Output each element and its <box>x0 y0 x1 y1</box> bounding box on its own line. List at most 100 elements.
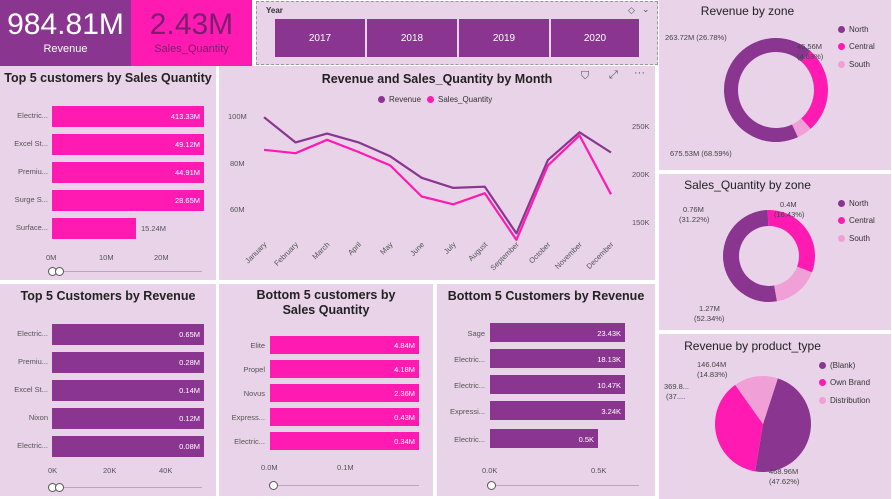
revenue-zone-title: Revenue by zone <box>700 4 795 18</box>
bar[interactable] <box>52 352 204 373</box>
bar[interactable] <box>52 218 136 239</box>
bar[interactable] <box>52 380 204 401</box>
legend-central: Central <box>838 42 875 51</box>
bar[interactable] <box>490 323 625 342</box>
bar-value: 4.84M <box>394 341 415 350</box>
qty-zone-donut <box>723 210 815 302</box>
label-south-pct: (16.43%) <box>774 210 805 219</box>
bar[interactable] <box>52 134 204 155</box>
label-own-brand-value: 369.8... <box>664 382 690 391</box>
legend-central: Central <box>838 216 875 225</box>
y-right-tick: 200K <box>632 170 650 179</box>
row-label: Surge S... <box>14 195 48 204</box>
slice-south[interactable] <box>774 266 812 302</box>
bar-value: 0.5K <box>578 435 594 444</box>
row-label: Excel St... <box>14 139 48 148</box>
row-label: Nixon <box>28 413 48 422</box>
slice-blank[interactable] <box>755 378 811 472</box>
product-type-title: Revenue by product_type <box>684 339 821 353</box>
legend-distribution: Distribution <box>819 396 870 405</box>
zoom-slider-track[interactable] <box>487 485 639 486</box>
legend-north: North <box>838 25 869 34</box>
series-line-sales_quantity[interactable] <box>263 134 612 241</box>
zoom-slider-handle[interactable] <box>269 481 278 490</box>
filter-icon[interactable]: ⛉ <box>581 70 590 82</box>
row-label: Elite <box>250 341 265 350</box>
x-tick-month: April <box>346 240 363 257</box>
bar[interactable] <box>490 375 625 394</box>
bar[interactable] <box>270 408 419 426</box>
bar[interactable] <box>490 349 625 368</box>
label-distribution-pct: (14.83%) <box>697 370 728 379</box>
row-label: Electric... <box>454 355 485 364</box>
bar-value: 2.36M <box>394 389 415 398</box>
line-chart: January February March April May June July Augu… <box>243 116 616 273</box>
bar[interactable] <box>270 432 419 450</box>
row-label: Electric... <box>234 437 265 446</box>
bar-value: 28.65M <box>174 196 200 205</box>
bar[interactable] <box>52 190 204 211</box>
zoom-slider-handle[interactable] <box>55 267 64 276</box>
slice-north[interactable] <box>724 38 811 143</box>
year-button-2017[interactable]: 2017 <box>275 19 365 57</box>
bar-value: 413.33M <box>170 112 200 121</box>
slice-central[interactable] <box>801 51 828 129</box>
bar[interactable] <box>490 429 598 448</box>
focus-mode-icon[interactable]: ⤢ <box>609 69 618 81</box>
year-slicer-title: Year <box>266 6 283 15</box>
bar[interactable] <box>270 360 419 378</box>
zoom-slider-track[interactable] <box>50 271 202 272</box>
year-button-2020[interactable]: 2020 <box>551 19 639 57</box>
x-tick-month: January <box>243 240 268 265</box>
zoom-slider-handle[interactable] <box>487 481 496 490</box>
bar-value: 0.65M <box>179 330 200 339</box>
row-label: Electric... <box>454 435 485 444</box>
label-north-pct: (52.34%) <box>694 314 725 323</box>
qty-zone-title: Sales_Quantity by zone <box>684 178 811 192</box>
slice-central[interactable] <box>767 210 815 273</box>
slice-own-brand[interactable] <box>715 384 763 472</box>
bar[interactable] <box>52 436 204 457</box>
bar-value: 10.47K <box>597 381 621 390</box>
year-button-2019[interactable]: 2019 <box>459 19 549 57</box>
bar-value: 0.28M <box>179 358 200 367</box>
bar[interactable] <box>52 162 204 183</box>
top5-revenue-title: Top 5 Customers by Revenue <box>20 289 196 303</box>
series-line-revenue[interactable] <box>263 116 612 235</box>
chevron-down-icon[interactable]: ⌄ <box>642 4 650 14</box>
sales-quantity-label: Sales_Quantity <box>154 43 229 55</box>
bar[interactable] <box>270 336 419 354</box>
slice-distribution[interactable] <box>735 376 778 424</box>
x-tick: 20K <box>103 466 117 475</box>
zoom-slider-track[interactable] <box>50 487 202 488</box>
x-tick-month: September <box>488 240 521 273</box>
bottom5-revenue-title: Bottom 5 Customers by Revenue <box>447 289 645 303</box>
sales-quantity-value: 2.43M <box>149 8 234 41</box>
slice-north[interactable] <box>723 210 777 302</box>
year-button-2018[interactable]: 2018 <box>367 19 457 57</box>
bar[interactable] <box>52 324 204 345</box>
eraser-icon[interactable]: ◇ <box>628 5 635 15</box>
revenue-zone-panel: Revenue by zone North Central South 263.… <box>659 0 891 170</box>
row-label: Electric... <box>454 381 485 390</box>
bar[interactable] <box>270 384 419 402</box>
product-type-panel: Revenue by product_type (Blank) Own Bran… <box>659 334 891 499</box>
row-label: Propel <box>243 365 265 374</box>
top5-qty-title: Top 5 customers by Sales Quantity <box>4 71 212 85</box>
x-tick: 0.5K <box>591 466 607 475</box>
revenue-qty-month-panel: Revenue and Sales_Quantity by Month ⛉ ⤢ … <box>219 66 655 280</box>
row-label: Surface... <box>15 223 48 232</box>
zoom-slider-handle[interactable] <box>55 483 64 492</box>
bar-value: 49.12M <box>174 140 200 149</box>
slice-south[interactable] <box>792 118 811 138</box>
revenue-zone-donut <box>724 38 828 143</box>
label-north-value: 1.27M <box>699 304 720 313</box>
more-options-icon[interactable]: ··· <box>634 67 645 79</box>
y-left-tick: 60M <box>230 205 245 214</box>
bar[interactable] <box>52 106 204 127</box>
legend-own-brand: Own Brand <box>819 378 870 387</box>
zoom-slider-track[interactable] <box>269 485 419 486</box>
legend-sales-quantity: Sales_Quantity <box>427 95 492 104</box>
bar[interactable] <box>52 408 204 429</box>
bar[interactable] <box>490 401 625 420</box>
